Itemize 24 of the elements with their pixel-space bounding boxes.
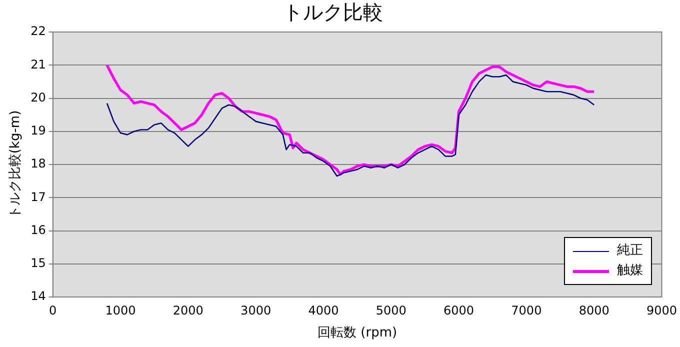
y-tick-label: 20 <box>30 90 46 104</box>
x-tick-label: 3000 <box>240 303 272 318</box>
y-tick-label: 22 <box>30 24 46 38</box>
y-tick-label: 14 <box>30 289 46 304</box>
x-tick-label: 5000 <box>376 303 406 318</box>
y-tick-label: 21 <box>30 57 46 72</box>
x-tick-label: 2000 <box>172 303 204 318</box>
legend-label: 触媒 <box>617 262 643 280</box>
y-tick-label: 16 <box>30 222 46 237</box>
x-tick-label: 9000 <box>646 303 678 318</box>
legend-label: 純正 <box>617 242 643 260</box>
x-tick-label: 6000 <box>444 303 474 318</box>
y-tick-label: 18 <box>30 156 46 171</box>
x-tick-label: 7000 <box>511 303 542 318</box>
y-tick-label: 15 <box>30 256 46 270</box>
y-axis-title: トルク比較(kg-m) <box>8 110 24 219</box>
x-tick-label: 4000 <box>308 303 339 318</box>
y-tick-label: 19 <box>30 124 46 138</box>
x-tick-label: 8000 <box>578 303 610 318</box>
y-tick-label: 17 <box>30 190 46 204</box>
x-tick-label: 0 <box>49 303 57 318</box>
x-tick-label: 1000 <box>105 303 136 318</box>
x-axis-title: 回転数 (rpm) <box>318 326 398 341</box>
chart-title: トルク比較 <box>283 0 383 24</box>
